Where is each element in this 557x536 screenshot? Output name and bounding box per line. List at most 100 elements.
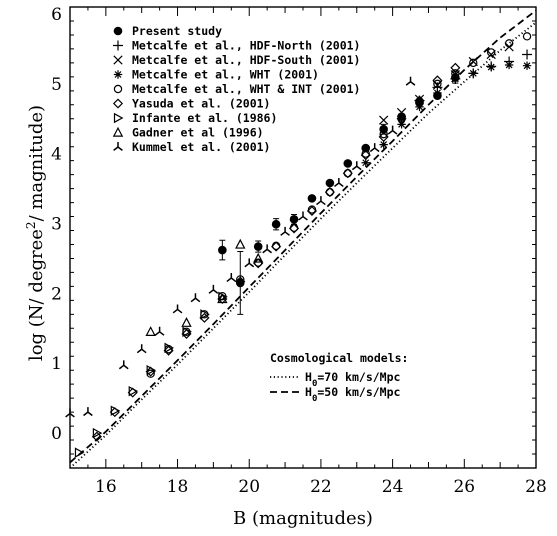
data-point [325, 178, 335, 188]
data-point [181, 317, 192, 327]
y-tick-label: 1 [51, 354, 62, 374]
data-point [378, 131, 389, 142]
data-point [396, 107, 407, 118]
data-point [379, 115, 389, 125]
data-point [236, 275, 245, 284]
data-point [469, 58, 478, 68]
legend-label: Present study [132, 24, 222, 38]
data-point [235, 238, 246, 249]
data-point [252, 252, 264, 263]
data-point [182, 326, 192, 338]
data-point [504, 39, 514, 48]
x-tick-label: 24 [382, 477, 404, 497]
y-axis-title-sup: 2 [24, 221, 38, 229]
series-8 [65, 76, 416, 418]
legend-label: Metcalfe et al., HDF-South (2001) [132, 53, 360, 67]
data-point [306, 205, 318, 217]
data-point [118, 360, 129, 370]
x-tick-label: 18 [167, 477, 189, 497]
legend-marker [113, 112, 124, 124]
model-label: H0=70 km/s/Mpc [305, 370, 400, 389]
data-point [110, 405, 121, 416]
data-point [486, 62, 496, 72]
data-point [522, 49, 533, 60]
data-point [280, 226, 290, 236]
y-tick-label: 5 [51, 75, 62, 95]
data-point [379, 129, 388, 139]
x-tick-label: 26 [453, 477, 475, 497]
y-tick-label: 4 [51, 145, 62, 165]
y-axis-title: log (N/ degree2/ magnitude) [24, 105, 47, 361]
legend-marker [113, 84, 123, 94]
series-7 [145, 238, 264, 336]
legend-label: Metcalfe et al., HDF-North (2001) [132, 39, 360, 53]
data-point [127, 387, 138, 398]
data-point [396, 113, 407, 124]
y-tick-label: 0 [51, 424, 62, 444]
legend-label: Metcalfe et al., WHT & INT (2001) [132, 82, 360, 96]
legend-label: Yasuda et al. (2001) [132, 97, 270, 111]
models-title: Cosmological models: [270, 351, 408, 365]
axes: 16 18 20 22 24 26 28 0 1 2 3 4 5 6 [51, 5, 547, 497]
plot-area [65, 9, 536, 468]
data-point [451, 69, 460, 78]
series-3 [361, 60, 532, 167]
x-tick-label: 22 [310, 477, 332, 497]
data-point [200, 309, 210, 320]
legend-marker [113, 40, 123, 51]
x-tick-label: 20 [238, 477, 260, 497]
data-point [486, 49, 496, 60]
data-point [208, 284, 219, 294]
legend-marker [113, 142, 123, 151]
data-point [289, 215, 299, 224]
data-point [469, 69, 478, 78]
x-tick-label: 16 [95, 477, 117, 497]
data-point [361, 158, 370, 167]
y-tick-label: 2 [51, 284, 62, 304]
data-point [351, 161, 362, 171]
legend-label: Kummel et al. (2001) [132, 140, 270, 154]
data-point [91, 431, 102, 442]
data-point [288, 223, 300, 234]
data-point [109, 407, 120, 418]
data-point [146, 365, 157, 376]
data-point [235, 276, 246, 287]
models-legend: Cosmological models: H0=70 km/s/MpcH0=50 … [270, 351, 408, 404]
legend-label: Metcalfe et al., WHT (2001) [132, 68, 319, 82]
data-point [92, 427, 103, 439]
data-point [271, 219, 281, 229]
legend-label: Gadner et al (1996) [132, 126, 264, 140]
data-point [262, 244, 273, 254]
data-point [504, 60, 514, 70]
data-point [486, 48, 496, 57]
data-point [83, 407, 93, 417]
data-point [217, 293, 228, 304]
data-point [145, 326, 156, 336]
data-point [253, 242, 263, 251]
model-label: H0=50 km/s/Mpc [305, 385, 400, 404]
data-point [74, 447, 85, 458]
series-6 [74, 291, 228, 458]
data-point [128, 385, 139, 397]
data-point [342, 168, 353, 179]
data-point [379, 140, 388, 149]
data-point [415, 102, 424, 112]
y-axis-title-suffix: / magnitude) [26, 105, 47, 221]
data-point [226, 273, 237, 283]
data-point [136, 344, 147, 354]
data-point [324, 187, 335, 198]
data-point [414, 95, 425, 106]
y-tick-label: 6 [51, 5, 62, 25]
data-point [450, 62, 461, 73]
model-curve-dotted [70, 21, 536, 468]
data-point [271, 241, 282, 252]
data-point [298, 211, 308, 221]
y-axis-title-prefix: log (N/ degree [26, 229, 47, 361]
series-5 [91, 62, 461, 442]
data-point [432, 75, 443, 86]
data-point [397, 120, 406, 129]
data-point [244, 258, 255, 268]
